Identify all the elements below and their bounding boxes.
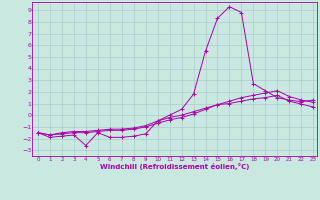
X-axis label: Windchill (Refroidissement éolien,°C): Windchill (Refroidissement éolien,°C) (100, 163, 249, 170)
